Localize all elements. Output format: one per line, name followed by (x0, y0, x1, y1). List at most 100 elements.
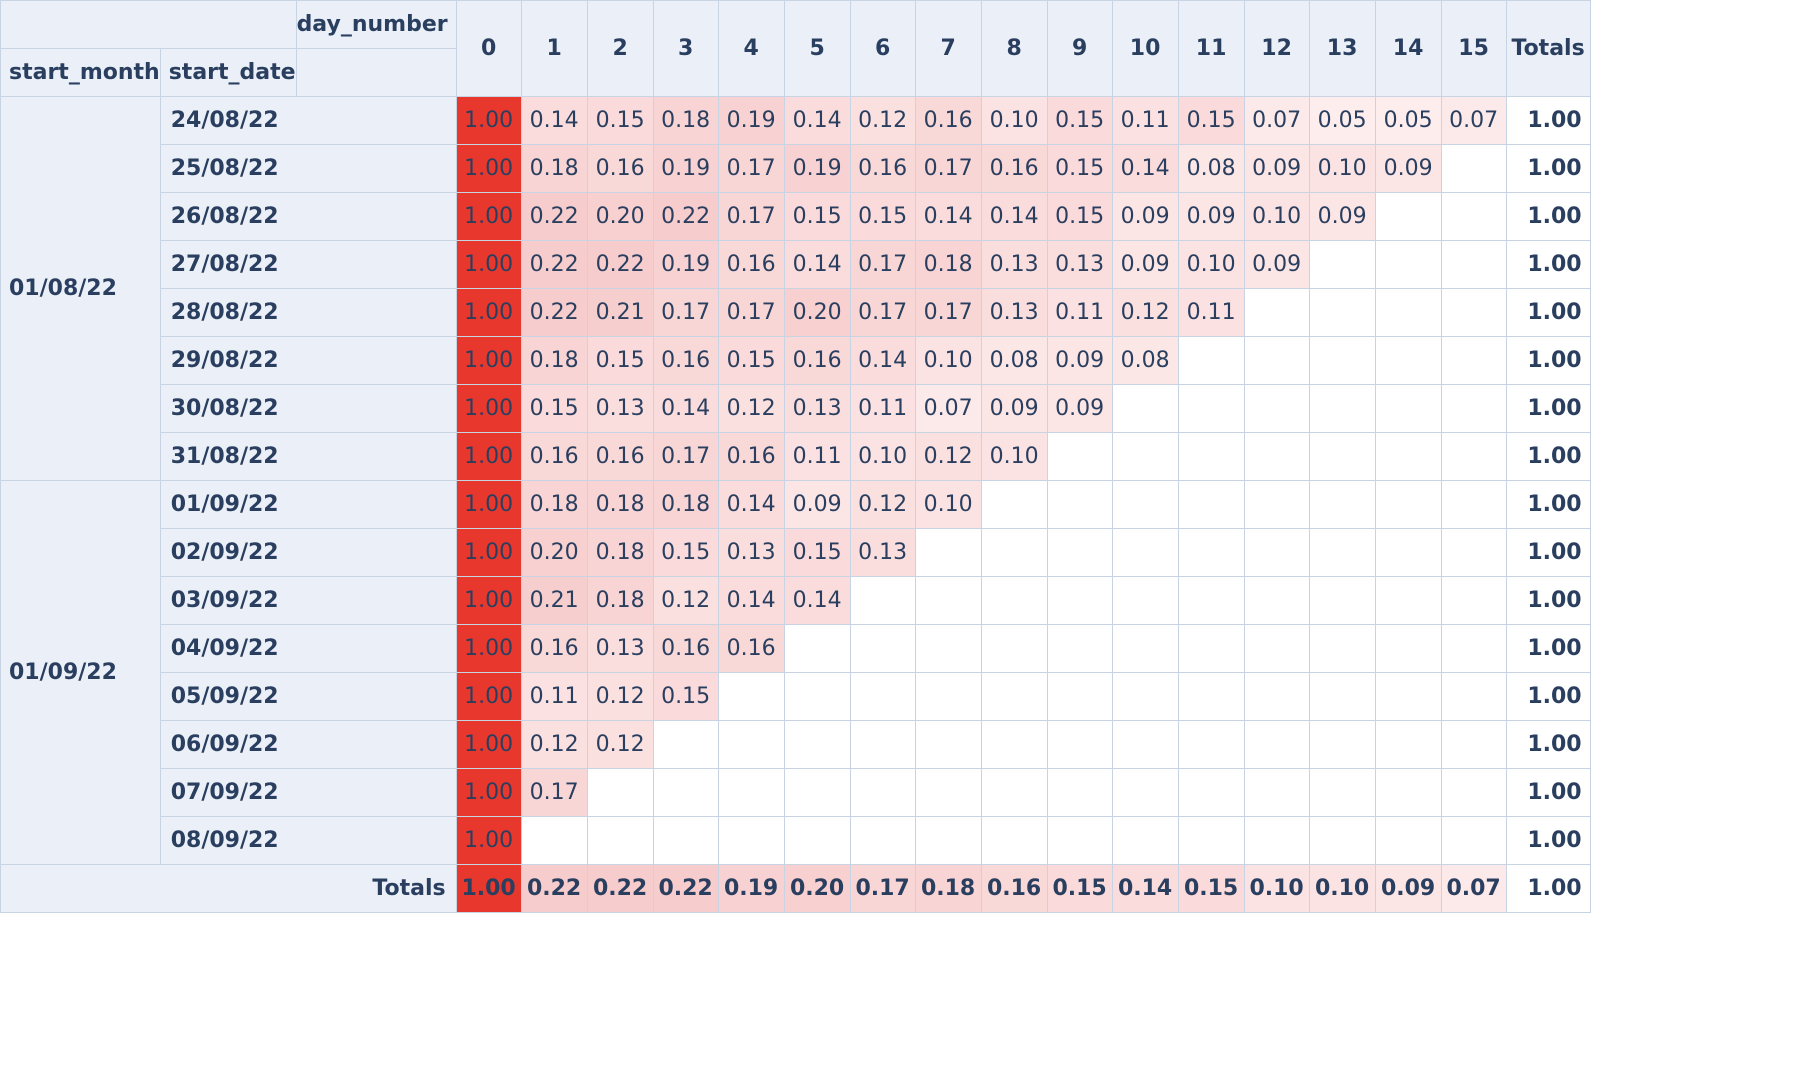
empty-cell (1243, 720, 1310, 769)
column-total-cell: 0.22 (586, 864, 654, 913)
column-header-14[interactable]: 14 (1374, 0, 1442, 97)
totals-row-label[interactable]: Totals (0, 864, 457, 913)
row-header-date[interactable]: 02/09/22 (159, 528, 457, 577)
column-header-9[interactable]: 9 (1046, 0, 1113, 97)
column-header-13[interactable]: 13 (1308, 0, 1376, 97)
table-row: 05/09/22 1.00 0.11 0.12 0.15 1.00 (1, 672, 1591, 721)
row-header-date[interactable]: 24/08/22 (159, 96, 457, 145)
column-header-5[interactable]: 5 (783, 0, 851, 97)
empty-cell (1374, 192, 1442, 241)
table-cell: 0.20 (586, 192, 654, 241)
empty-cell (1308, 816, 1376, 865)
column-header-2[interactable]: 2 (586, 0, 654, 97)
column-header-7[interactable]: 7 (914, 0, 982, 97)
table-cell: 0.10 (914, 480, 982, 529)
table-cell: 0.15 (1046, 192, 1113, 241)
empty-cell (1177, 480, 1245, 529)
table-cell: 0.07 (1243, 96, 1310, 145)
empty-cell (1111, 816, 1179, 865)
empty-cell (586, 768, 654, 817)
row-header-date[interactable]: 30/08/22 (159, 384, 457, 433)
pivot-table: day_number 0 1 2 3 4 5 6 7 8 9 10 11 12 … (0, 0, 1591, 913)
table-row: 29/08/22 1.00 0.18 0.15 0.16 0.15 0.16 0.14 0.10… (1, 336, 1591, 385)
column-header-10[interactable]: 10 (1111, 0, 1179, 97)
row-axis-label-date[interactable]: start_date (159, 48, 297, 97)
row-header-date[interactable]: 03/09/22 (159, 576, 457, 625)
table-cell: 0.17 (914, 288, 982, 337)
empty-cell (717, 672, 785, 721)
column-header-1[interactable]: 1 (520, 0, 588, 97)
empty-cell (1374, 528, 1442, 577)
empty-cell (783, 672, 851, 721)
empty-cell (1177, 384, 1245, 433)
column-total-cell: 0.14 (1111, 864, 1179, 913)
table-cell: 1.00 (455, 192, 522, 241)
table-cell: 0.12 (652, 576, 719, 625)
row-header-month[interactable]: 01/09/22 (0, 480, 161, 865)
table-cell: 0.17 (914, 144, 982, 193)
column-header-4[interactable]: 4 (717, 0, 785, 97)
row-header-date[interactable]: 08/09/22 (159, 816, 457, 865)
empty-cell (980, 480, 1048, 529)
empty-cell (1374, 672, 1442, 721)
column-header-3[interactable]: 3 (652, 0, 719, 97)
row-header-date[interactable]: 05/09/22 (159, 672, 457, 721)
row-axis-label-month[interactable]: start_month (0, 48, 161, 97)
table-cell: 0.15 (1046, 144, 1113, 193)
empty-cell (849, 672, 916, 721)
empty-cell (1308, 720, 1376, 769)
row-header-date[interactable]: 04/09/22 (159, 624, 457, 673)
column-header-8[interactable]: 8 (980, 0, 1048, 97)
row-total-cell: 1.00 (1505, 528, 1591, 577)
row-header-date[interactable]: 27/08/22 (159, 240, 457, 289)
column-header-11[interactable]: 11 (1177, 0, 1245, 97)
empty-cell (914, 624, 982, 673)
row-total-cell: 1.00 (1505, 336, 1591, 385)
column-header-15[interactable]: 15 (1440, 0, 1507, 97)
table-cell: 0.10 (1243, 192, 1310, 241)
empty-cell (1440, 528, 1507, 577)
empty-cell (1308, 528, 1376, 577)
table-cell: 0.12 (717, 384, 785, 433)
empty-cell (1308, 624, 1376, 673)
row-header-date[interactable]: 06/09/22 (159, 720, 457, 769)
table-cell: 1.00 (455, 336, 522, 385)
empty-cell (1243, 576, 1310, 625)
empty-cell (1243, 384, 1310, 433)
table-cell: 1.00 (455, 384, 522, 433)
empty-cell (1046, 816, 1113, 865)
row-header-date[interactable]: 07/09/22 (159, 768, 457, 817)
column-axis-label[interactable]: day_number (295, 0, 457, 49)
row-header-date[interactable]: 26/08/22 (159, 192, 457, 241)
empty-cell (1243, 816, 1310, 865)
table-row: 07/09/22 1.00 0.17 1.00 (1, 768, 1591, 817)
empty-cell (1308, 576, 1376, 625)
empty-cell (717, 816, 785, 865)
row-header-month[interactable]: 01/08/22 (0, 96, 161, 481)
table-cell: 1.00 (455, 240, 522, 289)
column-header-6[interactable]: 6 (849, 0, 916, 97)
empty-cell (1440, 624, 1507, 673)
row-header-date[interactable]: 31/08/22 (159, 432, 457, 481)
column-header-12[interactable]: 12 (1243, 0, 1310, 97)
empty-cell (1111, 432, 1179, 481)
column-total-cell: 0.15 (1046, 864, 1113, 913)
column-header-0[interactable]: 0 (455, 0, 522, 97)
empty-cell (1177, 768, 1245, 817)
table-cell: 0.13 (980, 240, 1048, 289)
column-header-totals[interactable]: Totals (1505, 0, 1591, 97)
row-header-date[interactable]: 29/08/22 (159, 336, 457, 385)
row-header-date[interactable]: 25/08/22 (159, 144, 457, 193)
row-total-cell: 1.00 (1505, 624, 1591, 673)
empty-cell (783, 720, 851, 769)
table-cell: 0.18 (586, 528, 654, 577)
row-header-date[interactable]: 28/08/22 (159, 288, 457, 337)
table-cell: 0.16 (586, 144, 654, 193)
table-cell: 0.14 (717, 576, 785, 625)
empty-cell (1374, 336, 1442, 385)
empty-cell (717, 768, 785, 817)
row-header-date[interactable]: 01/09/22 (159, 480, 457, 529)
empty-cell (1308, 240, 1376, 289)
column-total-cell: 0.07 (1440, 864, 1507, 913)
table-cell: 0.18 (520, 144, 588, 193)
